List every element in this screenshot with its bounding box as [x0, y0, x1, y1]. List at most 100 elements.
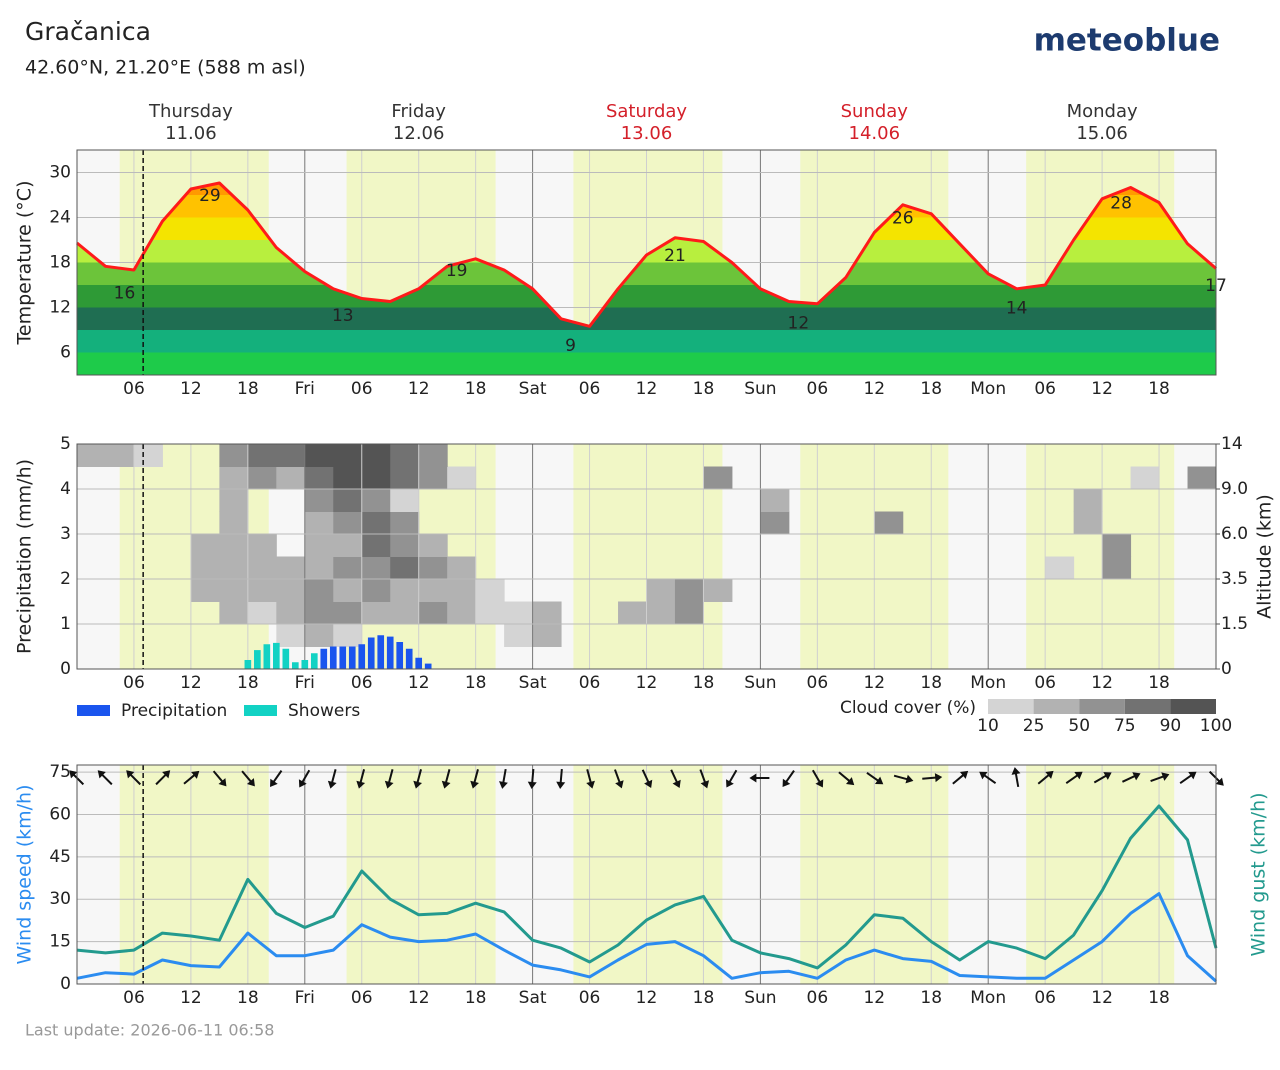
x-tick-label: 12: [180, 988, 202, 1008]
x-tick-label: Fri: [295, 379, 315, 399]
x-tick-label: Sun: [744, 379, 776, 399]
cloud-cell: [333, 556, 363, 580]
x-tick-label: 18: [237, 673, 259, 693]
cloud-cell: [361, 556, 391, 580]
y-tick-label: 15: [49, 932, 71, 952]
cloud-cell: [219, 601, 249, 625]
wind-arrow: [470, 769, 479, 789]
x-tick-label: 06: [807, 673, 829, 693]
cloud-cell: [190, 556, 220, 580]
wind-arrow: [1179, 771, 1197, 784]
x-tick-label: 06: [1034, 988, 1056, 1008]
cloud-cell: [1130, 466, 1160, 490]
day-date: 11.06: [165, 123, 217, 144]
cloud-cell: [361, 579, 391, 602]
cloud-legend-swatch: [1124, 699, 1171, 714]
x-tick-label: 12: [180, 673, 202, 693]
cloud-cell: [361, 444, 391, 467]
cloud-cell: [276, 466, 306, 490]
last-update: Last update: 2026-06-11 06:58: [25, 1021, 274, 1040]
y-tick-label: 18: [49, 253, 71, 273]
cloud-cell: [504, 624, 534, 647]
y-tick-label: 5: [60, 434, 71, 454]
wind-arrow: [811, 769, 824, 788]
cloud-cell: [1073, 511, 1103, 535]
cloud-cell: [219, 534, 249, 557]
wind-arrow: [586, 769, 595, 789]
cloud-cell: [646, 579, 676, 602]
x-tick-label: 12: [1091, 379, 1113, 399]
series-line: [76, 804, 1218, 970]
x-tick-label: Sun: [744, 673, 776, 693]
cloud-cell: [390, 534, 420, 557]
cloud-cell: [304, 489, 334, 512]
series-line: [76, 181, 1217, 328]
cloud-cell: [333, 534, 363, 557]
x-tick-label: 12: [408, 379, 430, 399]
legend-swatch: [244, 705, 277, 716]
cloud-cell: [475, 579, 505, 602]
temperature-band: [77, 330, 1216, 353]
x-tick-label: 06: [807, 379, 829, 399]
x-tick-label: 06: [1034, 379, 1056, 399]
day-name: Sunday: [841, 101, 909, 122]
x-tick-label: 12: [1091, 673, 1113, 693]
cloud-cell: [304, 556, 334, 580]
precip-bar: [291, 662, 299, 669]
day-name: Friday: [391, 101, 446, 122]
y-axis-label: Temperature (°C): [14, 181, 36, 346]
coordinates: 42.60°N, 21.20°E (588 m asl): [25, 57, 306, 79]
cloud-cell: [190, 534, 220, 557]
cloud-cell: [418, 534, 448, 557]
x-tick-label: 18: [693, 673, 715, 693]
day-date: 12.06: [393, 123, 445, 144]
cloud-cell: [760, 489, 790, 512]
daylight: [346, 765, 496, 984]
x-tick-label: 06: [123, 673, 145, 693]
x-tick-label: 06: [579, 988, 601, 1008]
cloud-cell: [447, 601, 477, 625]
y-tick-label: 0: [60, 659, 71, 679]
day-date: 13.06: [621, 123, 673, 144]
wind-arrow: [893, 774, 914, 784]
x-tick-label: 18: [237, 988, 259, 1008]
precip-bar: [377, 635, 385, 669]
y-tick-label: 6: [60, 343, 71, 363]
x-tick-label: 12: [863, 988, 885, 1008]
x-tick-label: Mon: [970, 673, 1006, 693]
cloud-legend-tick: 75: [1114, 716, 1136, 736]
cloud-cell: [219, 466, 249, 490]
cloud-legend-title: Cloud cover (%): [840, 698, 976, 718]
wind-arrow: [749, 773, 770, 783]
x-tick-label: 12: [408, 673, 430, 693]
day-name: Thursday: [148, 101, 233, 122]
x-tick-label: 18: [1148, 988, 1170, 1008]
cloud-cell: [532, 624, 562, 647]
temperature-label: 9: [565, 336, 576, 356]
day-date: 14.06: [849, 123, 901, 144]
y2-tick-label: 0: [1221, 659, 1232, 679]
wind-arrow: [1150, 772, 1170, 783]
wind-arrow: [384, 769, 394, 789]
x-tick-label: 06: [579, 673, 601, 693]
temperature-label: 19: [446, 261, 468, 281]
temperature-label: 26: [892, 209, 914, 229]
cloud-cell: [333, 579, 363, 602]
precip-bar: [301, 660, 309, 669]
cloud-cell: [361, 534, 391, 557]
temperature-label: 16: [114, 284, 136, 304]
wind-arrow: [298, 769, 311, 788]
wind-arrow: [527, 768, 537, 789]
x-tick-label: Sat: [519, 673, 547, 693]
temperature-label: 12: [788, 314, 810, 334]
cloud-cell: [247, 579, 277, 602]
cloud-cell: [276, 556, 306, 580]
cloud-cell: [304, 534, 334, 557]
x-tick-label: 18: [1148, 673, 1170, 693]
cloud-cell: [276, 579, 306, 602]
y2-tick-label: 1.5: [1221, 614, 1248, 634]
wind-arrow: [1121, 772, 1141, 783]
y-tick-label: 0: [60, 974, 71, 994]
cloud-cell: [390, 511, 420, 535]
wind-arrow: [155, 770, 171, 786]
